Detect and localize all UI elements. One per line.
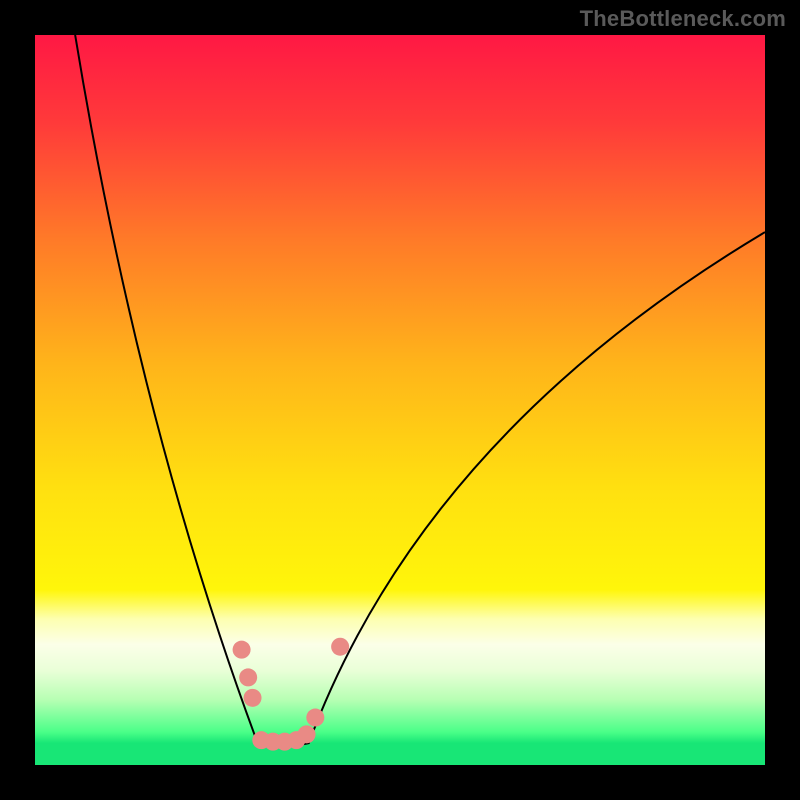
data-marker [239,668,257,686]
data-marker [244,689,262,707]
data-marker [233,641,251,659]
chart-svg [35,35,765,765]
plot-area [35,35,765,765]
watermark-text: TheBottleneck.com [580,6,786,32]
gradient-rect [35,35,765,765]
data-marker [306,709,324,727]
data-marker [331,638,349,656]
data-marker [298,725,316,743]
